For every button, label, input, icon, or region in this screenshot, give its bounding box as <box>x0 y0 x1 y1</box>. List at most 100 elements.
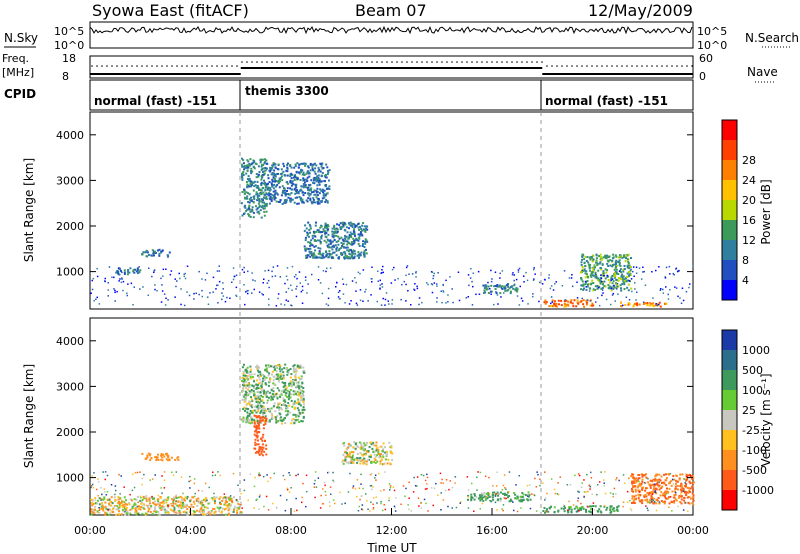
nave-dot <box>96 65 98 67</box>
echo-cell <box>254 162 257 165</box>
colorbar-tick-label: 12 <box>742 234 756 247</box>
noise-cell <box>582 506 584 509</box>
echo-cell <box>680 483 683 486</box>
echo-cell <box>261 388 264 391</box>
echo-cell <box>262 207 265 210</box>
echo-cell <box>592 289 595 292</box>
noise-cell <box>596 285 598 288</box>
noise-cell <box>188 480 190 483</box>
echo-cell <box>186 508 189 511</box>
echo-cell <box>499 292 502 295</box>
echo-cell <box>150 506 153 509</box>
noise-cell <box>379 287 381 289</box>
echo-cell <box>357 446 360 449</box>
echo-cell <box>482 496 485 499</box>
echo-cell <box>271 178 274 181</box>
echo-cell <box>386 450 388 453</box>
noise-cell <box>585 491 587 493</box>
noise-cell <box>424 479 427 482</box>
echo-cell <box>346 240 349 243</box>
echo-cell <box>370 462 373 464</box>
noise-cell <box>490 293 492 295</box>
echo-cell <box>653 485 656 488</box>
echo-cell <box>644 489 647 492</box>
echo-cell <box>678 477 681 480</box>
echo-cell <box>272 176 275 179</box>
noise-cell <box>417 497 420 499</box>
echo-cell <box>277 374 280 377</box>
echo-cell <box>285 181 288 184</box>
freq-unit: [MHz] <box>2 66 34 79</box>
noise-cell <box>261 292 263 295</box>
echo-cell <box>604 268 607 271</box>
echo-cell <box>583 305 586 308</box>
echo-cell <box>245 172 248 175</box>
beam-title: Beam 07 <box>355 1 427 20</box>
echo-cell <box>319 247 322 250</box>
noise-cell <box>494 271 497 273</box>
noise-cell <box>638 491 641 493</box>
echo-cell <box>674 485 677 488</box>
noise-cell <box>179 277 181 280</box>
echo-cell <box>258 397 260 400</box>
noise-cell <box>143 473 145 476</box>
noise-cell <box>328 501 331 503</box>
echo-cell <box>224 496 227 499</box>
echo-cell <box>271 370 274 373</box>
echo-cell <box>265 453 268 456</box>
echo-cell <box>494 285 497 287</box>
noise-cell <box>295 497 297 500</box>
noise-cell <box>532 279 535 281</box>
echo-cell <box>255 191 258 194</box>
echo-cell <box>616 506 619 509</box>
noise-cell <box>559 476 561 478</box>
echo-cell <box>592 505 595 507</box>
echo-cell <box>613 273 616 276</box>
noise-cell <box>290 487 292 489</box>
echo-cell <box>288 391 291 393</box>
echo-cell <box>482 493 485 496</box>
echo-cell <box>674 493 677 496</box>
echo-cell <box>617 273 620 275</box>
echo-cell <box>264 169 267 172</box>
echo-cell <box>266 402 269 404</box>
echo-cell <box>663 473 666 476</box>
noise-cell <box>440 482 442 484</box>
echo-cell <box>615 271 618 274</box>
echo-cell <box>287 391 289 394</box>
echo-cell <box>586 285 589 288</box>
echo-cell <box>257 443 260 446</box>
echo-cell <box>390 446 393 449</box>
echo-cell <box>172 510 175 513</box>
echo-cell <box>246 408 249 411</box>
echo-cell <box>620 271 623 274</box>
echo-cell <box>678 495 681 497</box>
noise-cell <box>455 506 458 509</box>
echo-cell <box>333 239 336 241</box>
echo-cell <box>628 267 631 269</box>
echo-cell <box>633 485 636 488</box>
echo-cell <box>264 203 267 205</box>
noise-cell <box>104 471 107 473</box>
echo-cell <box>348 250 350 253</box>
noise-cell <box>369 510 371 512</box>
echo-cell <box>249 215 252 218</box>
echo-cell <box>360 442 363 445</box>
echo-cell <box>255 415 258 418</box>
echo-cell <box>152 501 155 504</box>
nsky-label: N.Sky <box>4 31 38 45</box>
echo-cell <box>272 163 275 166</box>
noise-cell <box>92 487 95 489</box>
noise-cell <box>172 502 174 505</box>
echo-cell <box>241 191 244 193</box>
echo-cell <box>324 226 326 229</box>
echo-cell <box>354 234 356 237</box>
echo-cell <box>283 189 286 192</box>
echo-cell <box>280 194 283 197</box>
echo-cell <box>676 484 679 487</box>
echo-cell <box>372 450 375 453</box>
noise-cell <box>389 485 392 487</box>
echo-cell <box>359 447 362 450</box>
noise-cell <box>276 265 279 267</box>
noise-cell <box>490 280 493 283</box>
